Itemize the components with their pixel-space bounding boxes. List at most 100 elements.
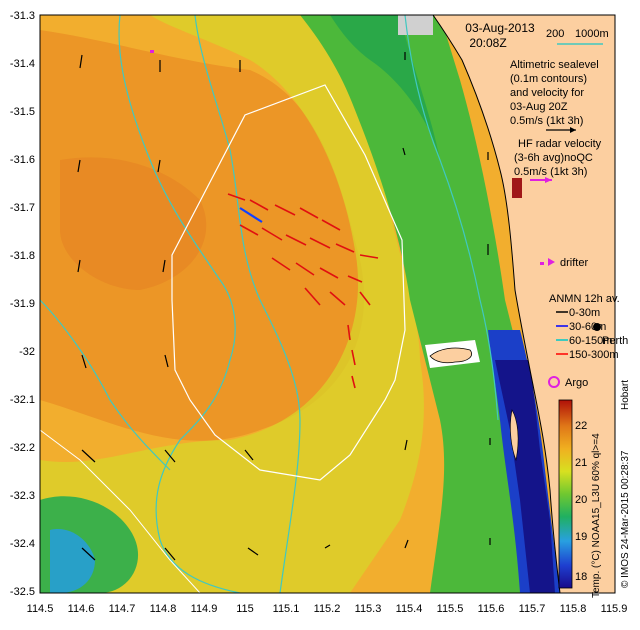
hf-vector [295,262,315,276]
colorbar-tick: 20 [575,494,587,506]
isobath-1000m [118,15,241,593]
hf-note-line: 0.5m/s (1kt 3h) [514,166,587,178]
colorbar-ramp [558,399,573,589]
hf-vector [359,254,379,259]
sw-cool-patch [50,529,95,593]
plot-frame [39,14,616,594]
y-tick-label: -31.4 [10,58,35,70]
velocity-arrow [162,259,166,273]
x-tick-label: 114.8 [150,603,177,615]
anmn-item-label: 60-150m [569,335,612,347]
sealevel-note-line: 03-Aug 20Z [510,101,568,113]
x-axis: 114.5 114.6 114.7 114.8 114.9 115 115.1 … [27,603,628,615]
velocity-arrow [164,449,176,463]
isobath-1000m-3 [40,299,171,471]
x-tick-label: 115.3 [355,603,382,615]
hf-radar-vectors [227,193,379,389]
contour-legend: 200 1000m [546,28,609,45]
argo-label: Argo [565,377,588,389]
colorbar-tick: 18 [575,571,587,583]
velocity-arrow [157,159,161,173]
hf-vector [335,243,355,253]
hf-vector [321,219,341,231]
altimetry-velocity-arrows [77,52,491,561]
drifter-legend: drifter [548,257,588,269]
x-tick-label: 114.6 [68,603,95,615]
sealevel-note-line: (0.1m contours) [510,73,587,85]
garden-island [510,409,519,462]
hobart-label: Hobart [620,380,631,410]
hf-vector [249,199,269,211]
perth-marker [593,323,601,331]
contour-200-label: 200 [546,28,564,40]
coastal-red-marker [512,178,522,198]
y-tick-label: -31.7 [10,202,35,214]
x-tick-label: 115.6 [478,603,505,615]
colorbar-label: Temp. (°C) NOAA15_L3U 60% ql>=4 [591,433,602,598]
sealevel-note-line: Altimetric sealevel [510,59,599,71]
velocity-arrow [81,547,96,561]
hf-note-line: (3-6h avg)noQC [514,152,593,164]
rottnest-island [429,347,472,364]
y-tick-label: -31.3 [10,10,35,22]
velocity-arrow [77,259,81,273]
colorbar-tick: 21 [575,457,587,469]
y-tick-label: -32.4 [10,538,35,550]
x-tick-label: 115.2 [314,603,341,615]
y-tick-label: -32.1 [10,394,35,406]
velocity-arrow [164,354,169,368]
hf-vector [274,204,296,216]
contour-1000-label: 1000m [575,28,609,40]
x-tick-label: 115.8 [560,603,587,615]
argo-marker [548,376,560,388]
hf-vector [309,237,331,249]
x-tick-label: 114.7 [109,603,136,615]
map-area [40,15,615,593]
hf-vector [359,291,371,306]
isobath-200m [404,15,499,421]
y-tick-label: -32.5 [10,586,35,598]
velocity-arrow [81,449,96,463]
radar-coverage-sw [40,429,201,593]
drifter-legend-marker [548,258,555,266]
hf-vector [329,291,346,306]
hf-vector [239,224,259,236]
hf-vector [285,234,307,246]
velocity-arrow [79,54,83,69]
velocity-arrow [247,547,259,556]
y-axis: -31.3 -31.4 -31.5 -31.6 -31.7 -31.8 -31.… [10,10,35,598]
sealevel-note-line: 0.5m/s (1kt 3h) [510,115,583,127]
sealevel-note: Altimetric sealevel (0.1m contours) and … [510,59,599,133]
x-tick-label: 115.1 [273,603,300,615]
velocity-arrow [77,159,81,173]
y-tick-label: -32.2 [10,442,35,454]
green-band [300,15,520,593]
hf-vector [347,275,363,283]
hf-vector [351,375,356,389]
colorbar-tick: 22 [575,420,587,432]
y-tick-label: -31.6 [10,154,35,166]
velocity-arrow [404,439,408,451]
velocity-arrow [404,539,409,549]
green-detail [330,15,440,160]
y-tick-label: -31.9 [10,298,35,310]
drifter-label: drifter [560,257,588,269]
x-tick-label: 114.9 [191,603,218,615]
hf-scale-arrowhead [545,177,552,183]
hf-vector [227,193,246,201]
velocity-arrow [244,449,254,461]
coastal-coldest-water [495,360,555,593]
y-tick-label: -31.8 [10,250,35,262]
perth-label: Perth [602,335,628,347]
hf-radar-coverage [171,84,406,481]
warm-patch [60,157,207,290]
velocity-arrow [81,354,87,369]
x-tick-label: 115.7 [519,603,546,615]
sealevel-note-line: and velocity for [510,87,584,99]
x-tick-label: 115 [236,603,254,615]
hf-vector [261,227,283,241]
imos-credit: © IMOS 24-Mar-2015 00:28:37 [620,450,631,588]
drifter-mark [150,50,154,53]
velocity-arrow [164,547,176,561]
velocity-arrow [324,544,331,549]
